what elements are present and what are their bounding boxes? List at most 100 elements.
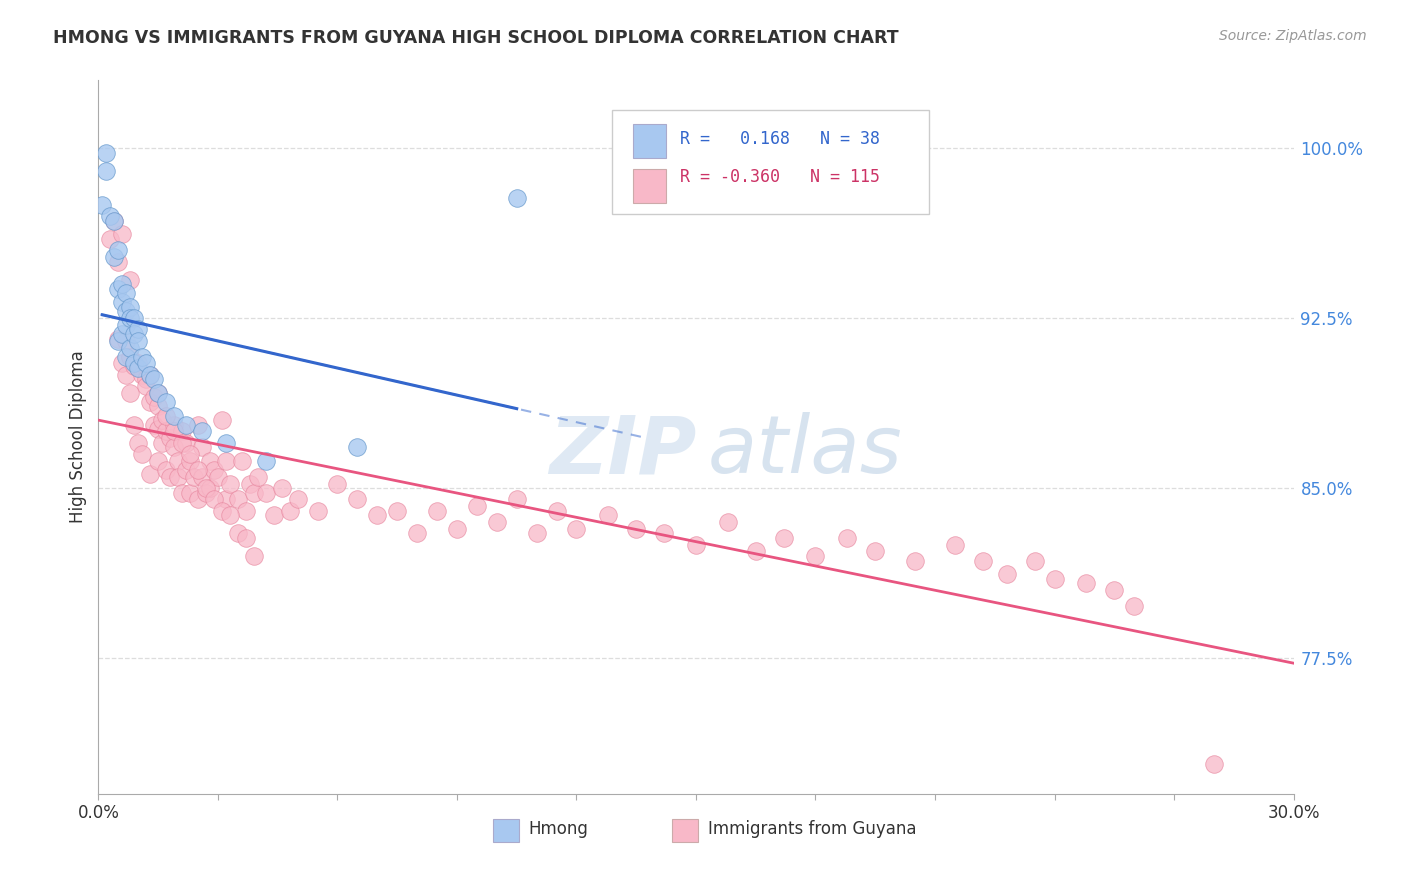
Point xyxy=(174,417,197,432)
Point xyxy=(148,422,170,436)
Point xyxy=(135,356,157,370)
Point xyxy=(103,250,125,264)
Point xyxy=(598,508,620,523)
Point xyxy=(745,544,768,558)
Point xyxy=(163,409,186,423)
Point xyxy=(120,385,142,400)
Point xyxy=(254,485,277,500)
Point xyxy=(1024,553,1046,567)
Point xyxy=(426,504,449,518)
Point xyxy=(155,409,177,423)
Point xyxy=(124,356,146,370)
Point xyxy=(115,368,138,382)
Point xyxy=(287,492,309,507)
Point xyxy=(111,227,134,242)
Point xyxy=(163,440,186,454)
Bar xyxy=(672,819,699,842)
Point xyxy=(120,341,142,355)
Point xyxy=(115,350,138,364)
Point xyxy=(772,531,794,545)
Point xyxy=(139,368,162,382)
Point xyxy=(506,492,529,507)
Point xyxy=(270,481,292,495)
FancyBboxPatch shape xyxy=(613,111,929,214)
Point xyxy=(307,504,329,518)
Point xyxy=(191,425,214,439)
Point xyxy=(179,454,201,468)
Point xyxy=(652,526,675,541)
Point xyxy=(174,463,197,477)
Point xyxy=(187,417,209,432)
Point xyxy=(124,311,146,326)
Point xyxy=(465,499,488,513)
Text: Hmong: Hmong xyxy=(529,820,589,838)
Point xyxy=(485,515,508,529)
Point xyxy=(115,286,138,301)
Point xyxy=(124,359,146,373)
Point xyxy=(107,334,129,348)
Point xyxy=(91,198,114,212)
Point xyxy=(187,492,209,507)
Text: Source: ZipAtlas.com: Source: ZipAtlas.com xyxy=(1219,29,1367,43)
Point xyxy=(195,485,218,500)
Point xyxy=(111,277,134,292)
Point xyxy=(179,485,201,500)
Point xyxy=(446,522,468,536)
Point xyxy=(198,454,221,468)
Point xyxy=(172,485,194,500)
Point xyxy=(346,440,368,454)
Point xyxy=(865,544,887,558)
Point xyxy=(107,282,129,296)
Point xyxy=(685,538,707,552)
Point xyxy=(159,469,181,483)
Bar xyxy=(494,819,519,842)
Point xyxy=(150,413,173,427)
Point xyxy=(115,304,138,318)
Point xyxy=(98,209,122,223)
Point xyxy=(124,417,146,432)
Point xyxy=(159,431,181,445)
Point xyxy=(226,526,249,541)
Point xyxy=(127,361,149,376)
Point xyxy=(1202,757,1225,772)
Point xyxy=(131,350,153,364)
Point xyxy=(124,326,146,341)
Point xyxy=(1043,572,1066,586)
Y-axis label: High School Diploma: High School Diploma xyxy=(69,351,87,524)
Point xyxy=(187,463,209,477)
Bar xyxy=(633,169,666,203)
Point xyxy=(139,467,162,482)
Point xyxy=(155,395,177,409)
Point xyxy=(235,504,257,518)
Point xyxy=(219,476,242,491)
Point xyxy=(366,508,388,523)
Point xyxy=(183,469,205,483)
Point xyxy=(131,447,153,461)
Point xyxy=(148,400,170,414)
Point xyxy=(211,504,233,518)
Point xyxy=(385,504,409,518)
Point xyxy=(207,469,229,483)
Point xyxy=(103,213,125,227)
Text: Immigrants from Guyana: Immigrants from Guyana xyxy=(709,820,917,838)
Point xyxy=(135,379,157,393)
Point xyxy=(278,504,301,518)
Point xyxy=(219,508,242,523)
Point xyxy=(972,553,994,567)
Point xyxy=(239,476,262,491)
Point xyxy=(131,368,153,382)
Point xyxy=(195,481,218,495)
Point xyxy=(226,492,249,507)
Point xyxy=(155,463,177,477)
Point xyxy=(96,164,118,178)
Point xyxy=(120,311,142,326)
Point xyxy=(626,522,648,536)
Point xyxy=(127,334,149,348)
Point xyxy=(120,272,142,286)
Point xyxy=(943,538,966,552)
Point xyxy=(198,481,221,495)
Text: atlas: atlas xyxy=(709,412,903,491)
Point xyxy=(167,454,190,468)
Point xyxy=(107,332,129,346)
Point xyxy=(139,368,162,382)
